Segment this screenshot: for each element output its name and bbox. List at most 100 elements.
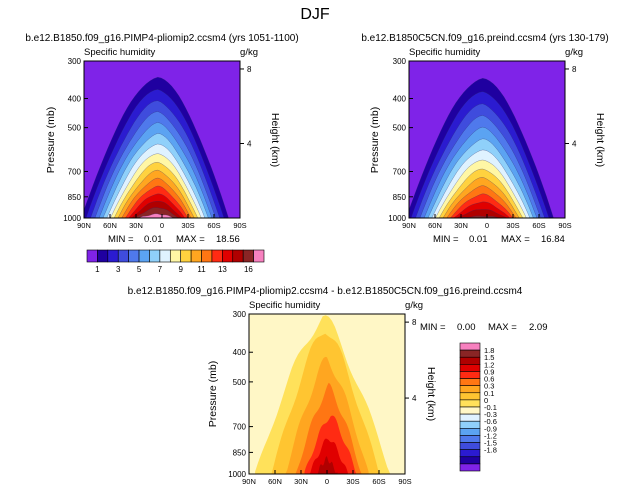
- colorbar-label: -0.9: [484, 424, 497, 433]
- x-axis: 90N 60N 30N 0 30S 60S 90S: [402, 214, 572, 230]
- colorbar-label: 0.3: [484, 382, 494, 391]
- x-tick-label: 60S: [207, 221, 220, 230]
- colorbar-swatch: [459, 364, 481, 372]
- colorbar-swatch: [459, 420, 481, 429]
- colorbar-label: 16: [244, 265, 253, 274]
- right-axis-label: Height (km): [269, 113, 281, 167]
- colorbar-label: 0.1: [484, 389, 494, 398]
- colorbar-label: 5: [137, 265, 142, 274]
- colorbar-label: -0.3: [484, 410, 497, 419]
- x-tick-label: 60S: [532, 221, 545, 230]
- y-tick-label: 300: [233, 310, 247, 319]
- x-tick-label: 30S: [181, 221, 194, 230]
- colorbar-swatch: [190, 249, 202, 263]
- field-label: Specific humidity: [84, 47, 156, 58]
- colorbar-swatch: [222, 249, 234, 263]
- y-tick-label: 500: [393, 124, 407, 133]
- contour-level: [316, 456, 338, 474]
- panel-title: b.e12.B1850.f09_g16.PIMP4-pliomip2.ccsm4…: [25, 33, 298, 44]
- colorbar-label: 0: [484, 396, 488, 405]
- x-axis: 90N 60N 30N 0 30S 60S 90S: [242, 470, 412, 486]
- colorbar-swatch: [459, 442, 481, 450]
- units-label: g/kg: [405, 300, 423, 311]
- colorbar-label: 1.5: [484, 353, 494, 362]
- colorbar-swatch: [459, 413, 481, 422]
- x-tick-label: 90N: [242, 477, 256, 486]
- colorbar-swatch: [149, 249, 161, 263]
- y-axis-label: Pressure (mb): [369, 107, 381, 174]
- max-label: MAX =: [501, 234, 530, 245]
- contour-level: [456, 209, 507, 218]
- y-tick-label: 1000: [63, 214, 81, 223]
- panel-title: b.e12.B1850.f09_g16.PIMP4-pliomip2.ccsm4…: [128, 286, 523, 297]
- max-value: 2.09: [529, 322, 548, 333]
- y-tick-label: 1000: [228, 470, 246, 479]
- min-value: 0.01: [469, 234, 488, 245]
- y-tick-label: 850: [393, 193, 407, 202]
- max-label: MAX =: [488, 322, 517, 333]
- min-label: MIN =: [108, 234, 134, 245]
- y-tick-label: 700: [393, 167, 407, 176]
- colorbar-label: 13: [218, 265, 227, 274]
- x-tick-label: 60N: [268, 477, 282, 486]
- y-tick-label: 500: [68, 124, 82, 133]
- y-tick-label: 850: [233, 448, 247, 457]
- min-value: 0.01: [144, 234, 163, 245]
- x-tick-label: 30S: [506, 221, 519, 230]
- max-label: MAX =: [176, 234, 205, 245]
- right-axis: 48: [405, 318, 417, 403]
- colorbar-label: 0.6: [484, 375, 494, 384]
- colorbar-swatch: [128, 249, 140, 263]
- colorbar-swatch: [459, 406, 481, 415]
- contour-level: [138, 213, 175, 218]
- units-label: g/kg: [565, 47, 583, 58]
- colorbar-swatch: [459, 449, 481, 458]
- field-label: Specific humidity: [249, 300, 321, 311]
- y-tick-label: 700: [68, 167, 82, 176]
- contour-fill: [84, 77, 229, 218]
- x-tick-label: 30S: [346, 477, 359, 486]
- panel-difference: b.e12.B1850.f09_g16.PIMP4-pliomip2.ccsm4…: [128, 286, 548, 486]
- colorbar-absolute: 1 3 5 7 9 11 13 16: [86, 249, 265, 274]
- right-tick-label: 8: [572, 65, 577, 74]
- y-tick-label: 400: [393, 95, 407, 104]
- x-tick-label: 0: [325, 477, 329, 486]
- colorbar-label: -1.2: [484, 431, 497, 440]
- colorbar-label: 1: [95, 265, 100, 274]
- units-label: g/kg: [240, 47, 258, 58]
- right-tick-label: 8: [247, 65, 252, 74]
- y-axis-label: Pressure (mb): [45, 107, 57, 174]
- y-tick-label: 400: [68, 95, 82, 104]
- colorbar-swatch: [459, 378, 481, 386]
- y-axis: 1000 850 700 500 400 300: [228, 310, 253, 479]
- right-axis: 48: [565, 65, 577, 148]
- contour-level: [460, 215, 504, 218]
- x-tick-label: 0: [485, 221, 489, 230]
- colorbar-swatch: [459, 435, 481, 443]
- right-tick-label: 4: [247, 139, 252, 148]
- min-value: 0.00: [457, 322, 476, 333]
- colorbar-swatch: [159, 249, 171, 263]
- colorbar-label: 0.9: [484, 367, 494, 376]
- min-label: MIN =: [433, 234, 459, 245]
- right-axis-label: Height (km): [594, 113, 606, 167]
- y-tick-label: 700: [233, 423, 247, 432]
- x-tick-label: 90S: [398, 477, 411, 486]
- y-tick-label: 850: [68, 193, 82, 202]
- colorbar-swatch: [459, 342, 481, 351]
- y-tick-label: 500: [233, 378, 247, 387]
- colorbar-difference: 1.81.51.20.90.60.30.10-0.1-0.3-0.6-0.9-1…: [459, 342, 497, 472]
- colorbar-swatch: [459, 456, 481, 465]
- max-value: 16.84: [541, 234, 565, 245]
- min-label: MIN =: [420, 322, 446, 333]
- right-tick-label: 8: [412, 318, 417, 327]
- colorbar-swatch: [459, 371, 481, 379]
- colorbar-swatch: [211, 249, 223, 263]
- colorbar-swatch: [232, 249, 244, 263]
- panel-title: b.e12.B1850C5CN.f09_g16.preind.ccsm4 (yr…: [361, 33, 608, 44]
- x-axis: 90N 60N 30N 0 30S 60S 90S: [77, 214, 247, 230]
- colorbar-swatch: [86, 249, 98, 263]
- x-tick-label: 60N: [428, 221, 442, 230]
- y-axis: 1000 850 700 500 400 300: [388, 57, 413, 223]
